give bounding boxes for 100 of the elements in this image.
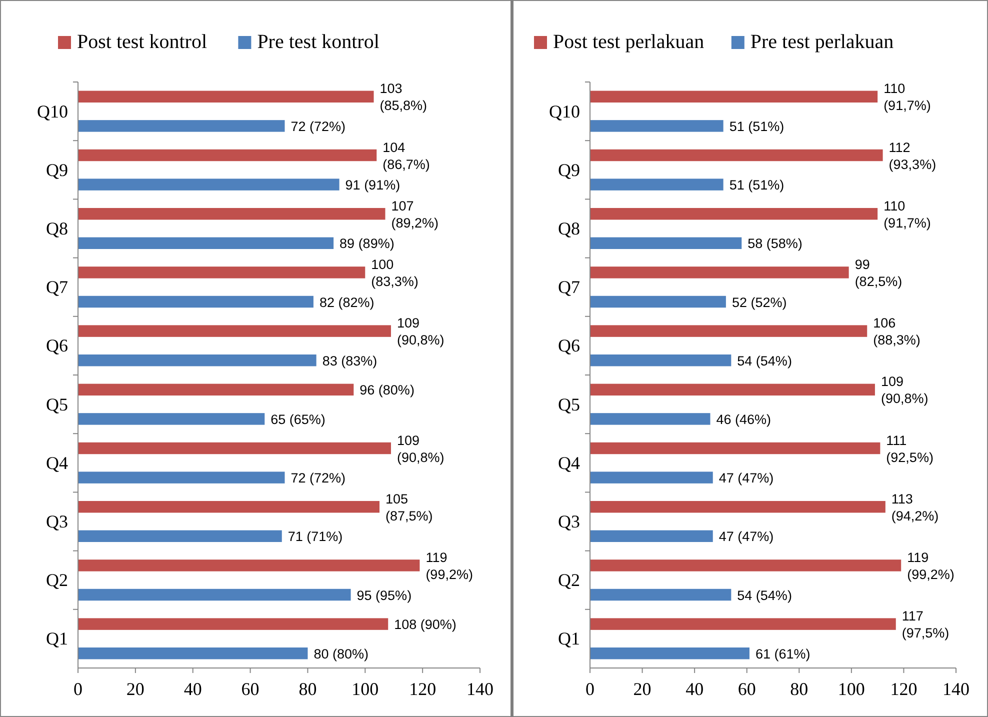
bar — [590, 90, 878, 103]
x-tick-label: 60 — [738, 679, 756, 699]
data-label: 47 (47%) — [718, 470, 774, 486]
data-label: 72 (72%) — [290, 470, 346, 486]
legend-label: Post test perlakuan — [553, 31, 704, 53]
y-tick-label: Q4 — [46, 452, 68, 473]
y-tick-label: Q5 — [558, 394, 580, 414]
data-label: 82 (82%) — [319, 294, 374, 310]
y-tick-label: Q6 — [46, 336, 68, 356]
y-tick-label: Q3 — [46, 512, 68, 532]
data-label: 72 (72%) — [290, 118, 346, 134]
y-tick-label: Q1 — [46, 628, 68, 649]
data-label: 71 (71%) — [288, 529, 343, 544]
data-label: 105 (87,5%) — [386, 491, 433, 524]
data-label: 108 (90%) — [394, 617, 456, 632]
x-tick-label: 40 — [686, 679, 704, 699]
data-label: 110 (91,7%) — [884, 198, 931, 230]
bar — [590, 120, 724, 132]
y-tick-label: Q6 — [558, 336, 580, 356]
data-label: 109 (90,8%) — [396, 316, 444, 348]
data-label: 103 (85,8%) — [380, 81, 428, 114]
x-tick-label: 120 — [890, 679, 918, 699]
bar — [590, 325, 868, 337]
bar — [78, 472, 285, 484]
bar — [590, 560, 902, 572]
bar — [590, 354, 732, 366]
bar — [590, 500, 886, 513]
data-label: 96 (80%) — [360, 382, 414, 398]
bar — [78, 178, 340, 190]
data-label: 113 (94,2%) — [891, 491, 939, 524]
data-label: 65 (65%) — [270, 412, 326, 427]
y-tick-label: Q3 — [558, 512, 580, 532]
data-label: 83 (83%) — [322, 353, 378, 368]
bar — [78, 266, 366, 278]
data-label: 89 (89%) — [340, 236, 394, 252]
bar — [590, 588, 732, 601]
data-label: 112 (93,3%) — [888, 140, 936, 172]
y-tick-label: Q8 — [558, 218, 580, 238]
x-tick-label: 100 — [352, 679, 379, 699]
bar — [590, 442, 880, 454]
data-label: 119 (99,2%) — [907, 550, 954, 582]
bar — [78, 560, 420, 572]
bar — [78, 149, 377, 162]
data-label: 52 (52%) — [732, 294, 787, 310]
data-label: 99 (82,5%) — [854, 256, 902, 289]
data-label: 91 (91%) — [345, 178, 400, 193]
y-tick-label: Q1 — [558, 628, 580, 649]
data-label: 51 (51%) — [729, 118, 784, 134]
data-label: 58 (58%) — [748, 236, 802, 252]
y-tick-label: Q5 — [46, 394, 68, 414]
bar — [78, 413, 265, 425]
y-tick-label: Q2 — [46, 570, 68, 590]
bar — [590, 618, 896, 630]
y-tick-label: Q7 — [46, 277, 68, 298]
bar — [78, 500, 380, 513]
bar — [590, 296, 726, 308]
y-tick-label: Q8 — [46, 218, 68, 238]
bar — [78, 325, 391, 337]
y-tick-label: Q10 — [549, 101, 580, 122]
bar — [78, 120, 285, 132]
data-label: 54 (54%) — [737, 353, 792, 368]
bar — [78, 296, 314, 308]
data-label: 111 (92,5%) — [886, 432, 934, 465]
bar — [78, 90, 374, 103]
y-tick-label: Q2 — [558, 570, 580, 590]
data-label: 61 (61%) — [755, 646, 810, 662]
data-label: 95 (95%) — [356, 588, 412, 603]
data-label: 109 (90,8%) — [396, 432, 444, 465]
data-label: 104 (86,7%) — [382, 140, 430, 172]
x-tick-label: 40 — [184, 679, 202, 699]
legend-label: Post test kontrol — [77, 31, 208, 53]
x-tick-label: 0 — [586, 679, 594, 699]
x-tick-label: 140 — [466, 679, 494, 699]
bar — [78, 647, 308, 660]
legend-label: Pre test kontrol — [257, 31, 380, 53]
bar — [590, 384, 875, 396]
y-tick-label: Q10 — [37, 101, 68, 122]
x-tick-label: 60 — [241, 679, 260, 699]
bar — [78, 442, 391, 454]
data-label: 80 (80%) — [314, 646, 368, 662]
x-tick-label: 80 — [790, 679, 808, 699]
data-label: 107 (89,2%) — [391, 198, 439, 230]
y-tick-label: Q9 — [558, 160, 580, 180]
bar — [590, 472, 713, 484]
bar — [590, 149, 883, 162]
bar — [590, 178, 724, 190]
bar — [590, 413, 710, 425]
x-tick-label: 140 — [942, 679, 970, 699]
y-tick-label: Q9 — [46, 160, 68, 180]
bar — [78, 237, 334, 250]
bar — [590, 208, 878, 220]
x-tick-label: 20 — [633, 679, 652, 699]
x-tick-label: 100 — [838, 679, 865, 699]
bar — [78, 618, 388, 630]
bar — [78, 530, 282, 542]
y-tick-label: Q7 — [558, 277, 580, 298]
bar — [590, 530, 713, 542]
y-tick-label: Q4 — [558, 452, 580, 473]
x-tick-label: 80 — [298, 679, 317, 699]
bar — [590, 647, 750, 660]
